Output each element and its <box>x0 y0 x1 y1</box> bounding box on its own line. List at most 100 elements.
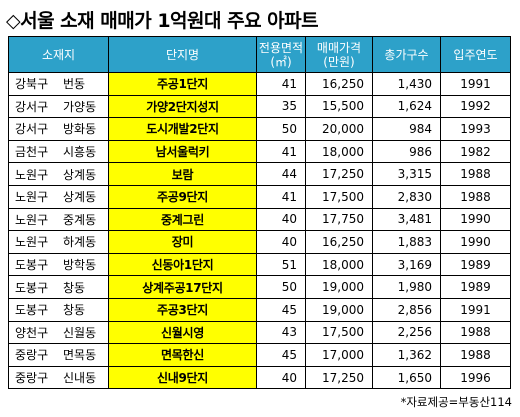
cell-price: 17,000 <box>305 343 373 367</box>
cell-year: 1988 <box>440 184 511 209</box>
cell-dong: 신월동 <box>63 325 97 340</box>
cell-complex-name: 주공3단지 <box>108 297 257 322</box>
cell-dong: 상계동 <box>63 167 97 182</box>
table-row: 강서구 가양동 가양2단지성지 35 15,500 1,624 1992 <box>8 94 511 119</box>
cell-households: 3,315 <box>372 162 441 186</box>
cell-year: 1991 <box>440 297 511 322</box>
cell-gu: 노원구 <box>15 167 49 182</box>
cell-households: 2,830 <box>372 184 441 209</box>
cell-year: 1989 <box>440 275 511 299</box>
apartment-table-wrapper: 소재지 단지명 전용면적 (㎡) 매매가격 (만원) 총가구수 입주연도 강북구… <box>8 36 511 390</box>
cell-gu: 중랑구 <box>15 371 49 386</box>
cell-area: 40 <box>256 207 306 232</box>
cell-location: 강북구 번동 <box>8 72 109 96</box>
cell-complex-name: 신내9단지 <box>108 365 257 390</box>
cell-complex-name: 도시개발2단지 <box>108 117 257 141</box>
cell-year: 1990 <box>440 207 511 232</box>
cell-gu: 금천구 <box>15 145 49 160</box>
cell-complex-name: 주공9단지 <box>108 184 257 209</box>
cell-price: 20,000 <box>305 117 373 141</box>
cell-price: 17,500 <box>305 184 373 209</box>
cell-price: 18,000 <box>305 139 373 164</box>
cell-location: 도봉구 방학동 <box>8 252 109 277</box>
cell-location: 중랑구 신내동 <box>8 365 109 390</box>
header-area-line2: (㎡) <box>270 54 292 69</box>
cell-location: 강서구 방화동 <box>8 117 109 141</box>
cell-complex-name: 상계주공17단지 <box>108 275 257 299</box>
cell-area: 50 <box>256 275 306 299</box>
cell-area: 44 <box>256 162 306 186</box>
cell-area: 45 <box>256 343 306 367</box>
cell-complex-name: 보람 <box>108 162 257 186</box>
cell-gu: 도봉구 <box>15 280 49 295</box>
header-year: 입주연도 <box>440 36 511 73</box>
cell-complex-name: 신월시영 <box>108 320 257 345</box>
cell-area: 45 <box>256 297 306 322</box>
cell-dong: 창동 <box>63 280 86 295</box>
cell-location: 금천구 시흥동 <box>8 139 109 164</box>
cell-households: 1,650 <box>372 365 441 390</box>
header-price-line1: 매매가격 <box>316 40 362 55</box>
cell-gu: 강서구 <box>15 122 49 137</box>
cell-location: 노원구 상계동 <box>8 162 109 186</box>
cell-price: 17,750 <box>305 207 373 232</box>
cell-dong: 번동 <box>63 77 86 92</box>
cell-price: 18,000 <box>305 252 373 277</box>
cell-households: 2,256 <box>372 320 441 345</box>
cell-year: 1982 <box>440 139 511 164</box>
cell-area: 35 <box>256 94 306 119</box>
header-complex: 단지명 <box>108 36 257 73</box>
cell-households: 1,980 <box>372 275 441 299</box>
cell-location: 노원구 중계동 <box>8 207 109 232</box>
cell-complex-name: 주공1단지 <box>108 72 257 96</box>
cell-price: 17,250 <box>305 162 373 186</box>
cell-location: 도봉구 창동 <box>8 297 109 322</box>
header-location: 소재지 <box>8 36 109 73</box>
table-row: 노원구 하계동 장미 40 16,250 1,883 1990 <box>8 230 511 254</box>
cell-gu: 노원구 <box>15 235 49 250</box>
cell-year: 1988 <box>440 162 511 186</box>
header-price: 매매가격 (만원) <box>305 36 373 73</box>
cell-gu: 노원구 <box>15 190 49 205</box>
table-row: 노원구 중계동 중계그린 40 17,750 3,481 1990 <box>8 207 511 232</box>
cell-year: 1996 <box>440 365 511 390</box>
table-row: 도봉구 방학동 신동아1단지 51 18,000 3,169 1989 <box>8 252 511 277</box>
cell-year: 1988 <box>440 320 511 345</box>
cell-year: 1993 <box>440 117 511 141</box>
cell-price: 16,250 <box>305 72 373 96</box>
cell-price: 17,500 <box>305 320 373 345</box>
cell-year: 1990 <box>440 230 511 254</box>
table-row: 도봉구 창동 상계주공17단지 50 19,000 1,980 1989 <box>8 275 511 299</box>
cell-complex-name: 남서울럭키 <box>108 139 257 164</box>
cell-year: 1991 <box>440 72 511 96</box>
cell-households: 1,883 <box>372 230 441 254</box>
cell-households: 986 <box>372 139 441 164</box>
table-row: 강북구 번동 주공1단지 41 16,250 1,430 1991 <box>8 72 511 96</box>
cell-gu: 중랑구 <box>15 348 49 363</box>
cell-complex-name: 신동아1단지 <box>108 252 257 277</box>
cell-location: 도봉구 창동 <box>8 275 109 299</box>
cell-location: 중랑구 면목동 <box>8 343 109 367</box>
table-row: 도봉구 창동 주공3단지 45 19,000 2,856 1991 <box>8 297 511 322</box>
table-row: 강서구 방화동 도시개발2단지 50 20,000 984 1993 <box>8 117 511 141</box>
cell-households: 1,430 <box>372 72 441 96</box>
cell-gu: 강서구 <box>15 99 49 114</box>
cell-year: 1992 <box>440 94 511 119</box>
cell-households: 2,856 <box>372 297 441 322</box>
cell-price: 19,000 <box>305 275 373 299</box>
cell-dong: 방화동 <box>63 122 97 137</box>
cell-area: 40 <box>256 365 306 390</box>
cell-dong: 방학동 <box>63 258 97 273</box>
cell-price: 17,250 <box>305 365 373 390</box>
cell-dong: 하계동 <box>63 235 97 250</box>
source-note: *자료제공=부동산114 <box>400 395 512 409</box>
cell-complex-name: 장미 <box>108 230 257 254</box>
table-row: 중랑구 신내동 신내9단지 40 17,250 1,650 1996 <box>8 365 511 390</box>
cell-area: 41 <box>256 139 306 164</box>
cell-households: 3,169 <box>372 252 441 277</box>
table-row: 노원구 상계동 주공9단지 41 17,500 2,830 1988 <box>8 184 511 209</box>
cell-area: 50 <box>256 117 306 141</box>
cell-gu: 양천구 <box>15 325 49 340</box>
cell-area: 41 <box>256 72 306 96</box>
cell-households: 3,481 <box>372 207 441 232</box>
